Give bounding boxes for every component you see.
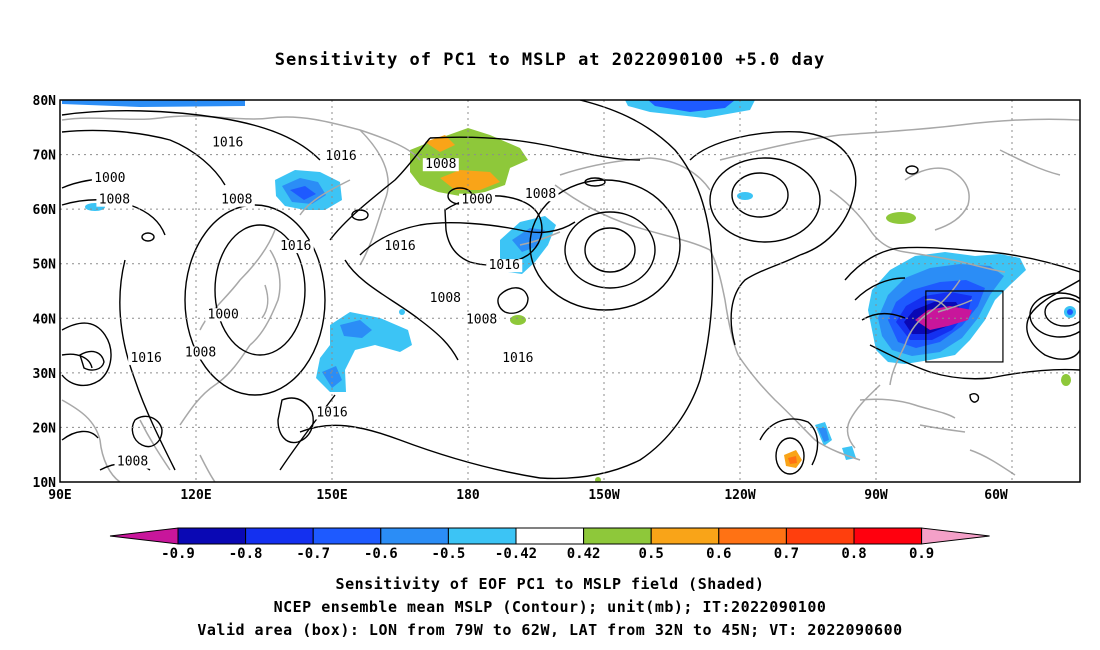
colorbar-segment — [718, 527, 787, 545]
lat-label: 30N — [33, 367, 57, 382]
lat-label: 40N — [33, 312, 57, 327]
lat-label: 50N — [33, 258, 57, 273]
contour-label: 1000 — [461, 193, 492, 208]
contour-label-bg — [463, 313, 500, 327]
contour-label-bg — [314, 406, 350, 420]
coastlines — [61, 115, 1080, 482]
contour-label-bg — [218, 193, 255, 207]
chart-title: Sensitivity of PC1 to MSLP at 2022090100… — [274, 50, 826, 70]
contour-label-bg — [323, 150, 360, 164]
contour-label: 1016 — [489, 258, 520, 273]
colorbar-segment — [447, 527, 517, 545]
colorbar-segment — [380, 527, 449, 545]
contour-label-bg — [91, 171, 128, 185]
contour-label: 1000 — [94, 171, 125, 186]
contour-label: 1000 — [208, 307, 239, 322]
contour-label: 1016 — [384, 239, 415, 254]
lat-axis: 80N 70N 60N 50N 40N 30N 20N 10N — [33, 94, 57, 491]
contour-label: 1008 — [430, 291, 461, 306]
lon-label: 180 — [456, 488, 480, 503]
colorbar-segment — [515, 527, 585, 545]
lon-label: 150E — [316, 488, 347, 503]
contour-label-bg — [422, 158, 459, 172]
contour-label-bg — [427, 291, 464, 305]
colorbar-segment — [650, 527, 720, 545]
contour-label-bg — [499, 351, 536, 365]
contour-label: 1016 — [316, 406, 347, 421]
colorbar: -0.9 -0.8 -0.7 -0.6 -0.5 -0.42 0.42 0.5 0.6 0.7 0.… — [109, 527, 990, 562]
colorbar-tick-label: 0.42 — [567, 546, 601, 562]
contour-label: 1016 — [325, 149, 356, 164]
contour-label: 1008 — [221, 193, 252, 208]
lat-label: 80N — [33, 94, 57, 109]
colorbar-segment — [785, 527, 855, 545]
colorbar-tick-label: -0.8 — [229, 546, 263, 562]
lon-label: 150W — [588, 488, 619, 503]
colorbar-tick-label: 0.6 — [706, 546, 731, 562]
contour-label: 1008 — [185, 345, 216, 360]
contour-label-bg — [205, 308, 242, 322]
contour-label-bg — [382, 240, 418, 254]
contour-label: 1016 — [130, 351, 161, 366]
contour-label: 1016 — [502, 351, 533, 366]
contour-label-bg — [277, 240, 314, 254]
contour-label-bg — [96, 193, 133, 207]
contour-label-bg — [114, 455, 151, 469]
lon-axis: 90E 120E 150E 180 150W 120W 90W 60W — [48, 488, 1008, 503]
lon-label: 120W — [724, 488, 755, 503]
lon-label: 60W — [984, 488, 1008, 503]
contour-label: 1016 — [280, 239, 311, 254]
contour-label: 1016 — [212, 135, 243, 150]
lat-label: 60N — [33, 203, 57, 218]
colorbar-tick-label: 0.5 — [639, 546, 664, 562]
map-frame — [59, 99, 1081, 483]
colorbar-tick-label: 0.7 — [774, 546, 799, 562]
graticule — [60, 100, 1080, 482]
contour-label-bg — [522, 188, 559, 202]
colorbar-tick-label: 0.9 — [909, 546, 934, 562]
contour-label: 1008 — [466, 313, 497, 328]
colorbar-min-triangle — [109, 527, 179, 545]
colorbar-segment — [853, 527, 923, 545]
lat-label: 20N — [33, 421, 57, 436]
colorbar-tick-label: -0.6 — [364, 546, 398, 562]
contour-label: 1008 — [117, 455, 148, 470]
contour-label: 1008 — [525, 187, 556, 202]
contour-labels: 1016 1016 1008 1000 1008 1008 1000 1008 1016 1016… — [91, 135, 559, 470]
colorbar-tick-label: 0.8 — [841, 546, 866, 562]
lon-label: 90W — [864, 488, 888, 503]
lat-label: 70N — [33, 149, 57, 164]
colorbar-segment — [312, 527, 382, 545]
lat-label: 10N — [33, 476, 57, 491]
contour-label: 1008 — [99, 193, 130, 208]
footer-line-2: NCEP ensemble mean MSLP (Contour); unit(… — [273, 598, 827, 616]
colorbar-max-triangle — [921, 527, 990, 545]
sensitivity-shading — [62, 100, 1076, 482]
colorbar-tick-label: -0.7 — [296, 546, 330, 562]
contour-label-bg — [486, 259, 523, 273]
colorbar-tick-label: -0.9 — [161, 546, 195, 562]
contour-label-bg — [182, 346, 219, 360]
footer-line-3: Valid area (box): LON from 79W to 62W, L… — [197, 621, 903, 639]
colorbar-segment — [245, 527, 314, 545]
lon-label: 90E — [48, 488, 71, 503]
isobar-contours — [61, 100, 1080, 480]
colorbar-tick-label: -0.42 — [495, 546, 537, 562]
lon-label: 120E — [180, 488, 211, 503]
footer-line-1: Sensitivity of EOF PC1 to MSLP field (Sh… — [335, 575, 765, 593]
contour-label-bg — [128, 351, 165, 365]
colorbar-segment — [583, 527, 652, 545]
colorbar-tick-label: -0.5 — [432, 546, 466, 562]
colorbar-segment — [177, 527, 247, 545]
contour-label-bg — [459, 193, 496, 207]
contour-label: 1008 — [425, 157, 456, 172]
valid-area-box — [925, 290, 1004, 363]
contour-label-bg — [209, 136, 246, 150]
